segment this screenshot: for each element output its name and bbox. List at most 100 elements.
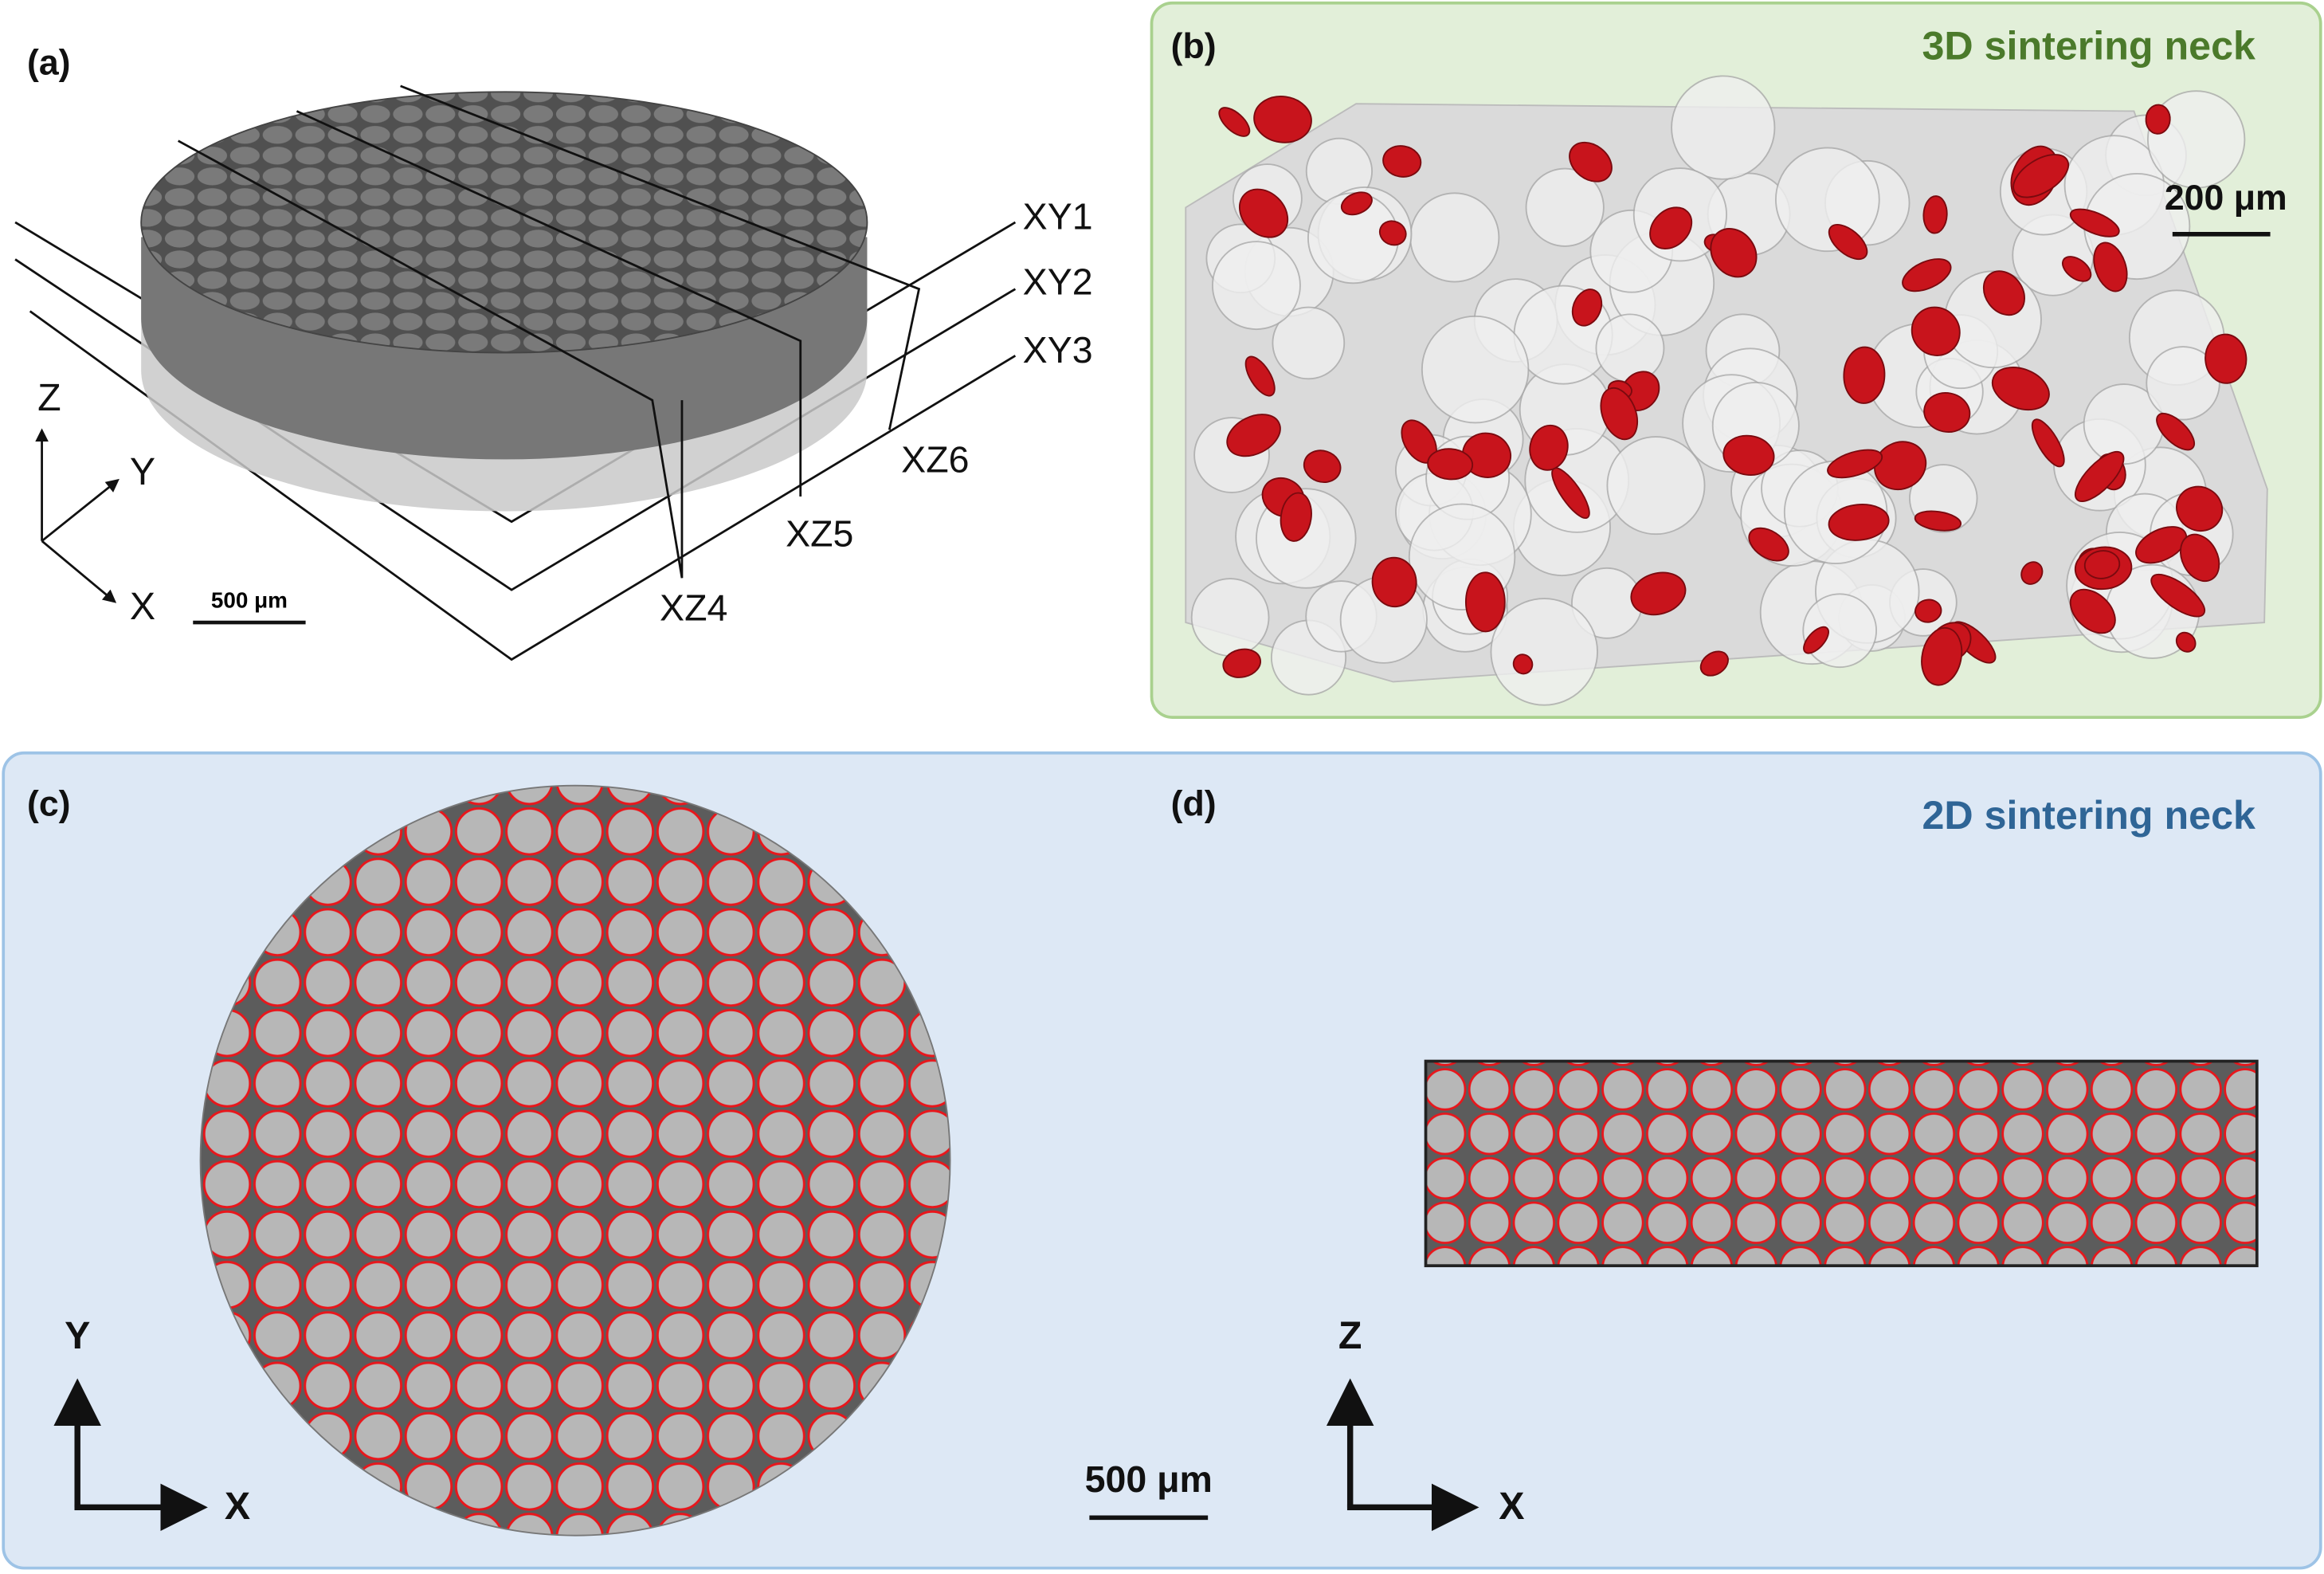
neck-blob (1529, 424, 1569, 471)
neck-blob (2069, 588, 2116, 634)
particle (1421, 315, 1530, 424)
neck-blob (1218, 107, 1251, 137)
particle (2146, 346, 2220, 421)
neck-blob (1923, 392, 1971, 433)
neck-blob (2145, 104, 2171, 135)
neck-blob (1244, 355, 1276, 397)
particle (1802, 593, 1878, 669)
neck-blobs (1190, 75, 2248, 706)
neck-blob (1238, 188, 1289, 238)
xz-slice (1424, 1059, 2259, 1268)
plane-label: XY2 (1023, 261, 1093, 302)
plane-xz5 (296, 110, 802, 497)
neck-blob (1600, 387, 1639, 441)
scale-bar-label: 500 μm (211, 587, 288, 612)
neck-blob (1630, 571, 1687, 616)
neck-blob (1427, 448, 1474, 481)
neck-blob (1461, 432, 1512, 478)
plane-xz6 (400, 84, 921, 430)
neck-blob (1827, 449, 1883, 479)
particle (1525, 167, 1605, 247)
xy-slice (200, 785, 950, 1536)
neck-blob (1922, 195, 1948, 234)
axis-label: X (1499, 1485, 1524, 1528)
neck-blob (2093, 241, 2128, 292)
neck-blob (1378, 220, 1407, 246)
plane-label: XY3 (1023, 329, 1093, 371)
neck-blob (1921, 626, 1963, 686)
neck-blob (1982, 270, 2025, 316)
neck-blob (1843, 346, 1886, 404)
particle (2146, 90, 2246, 189)
xz-planes (177, 84, 921, 579)
scale-bar-label: 500 μm (1085, 1458, 1213, 1500)
particle (1595, 313, 1665, 383)
neck-blob (2150, 574, 2206, 618)
neck-blob (2031, 418, 2065, 468)
panel-title: 3D sintering neck (1922, 24, 2255, 69)
neck-blob (2180, 533, 2220, 583)
scale-bar-label: 200 μm (2165, 179, 2287, 218)
axes-a (35, 428, 120, 603)
plane-label: XZ6 (901, 439, 969, 481)
axis-label: Y (65, 1314, 90, 1357)
axis-label: Z (1338, 1314, 1362, 1357)
panel-label: (d) (1171, 784, 1217, 823)
neck-blob (2061, 256, 2092, 282)
particle (1774, 147, 1880, 253)
neck-blob (1464, 571, 1506, 633)
axis-label: X (130, 585, 155, 628)
neck-blob (1911, 306, 1961, 356)
neck-blob (2156, 412, 2196, 451)
particle (1409, 192, 1500, 283)
neck-blob (2075, 451, 2125, 502)
neck-blob (1803, 626, 1829, 654)
neck-blob (1649, 206, 1693, 249)
neck-blob (1914, 599, 1942, 623)
neck-blob (1902, 258, 1952, 292)
particle (1606, 436, 1706, 536)
particle (1490, 598, 1598, 706)
neck-blob (1512, 654, 1534, 675)
neck-blob (1303, 449, 1342, 483)
neck-blob (1828, 223, 1868, 261)
neck-blob (2069, 208, 2120, 237)
neck-blob (2176, 485, 2224, 532)
panel-label: (a) (27, 44, 71, 83)
axis-label: Z (37, 376, 61, 419)
panel-label: (b) (1171, 27, 1217, 66)
particle (1272, 306, 1346, 380)
neck-blob (1571, 289, 1603, 327)
neck-blob (1748, 527, 1789, 562)
neck-blob (2204, 333, 2248, 384)
neck-blob (2175, 631, 2197, 653)
neck-blob (2083, 550, 2121, 579)
neck-blob (1874, 441, 1927, 491)
axis-label: X (225, 1485, 250, 1528)
particle (1190, 578, 1270, 657)
plane-label: XZ5 (786, 512, 853, 554)
neck-blob (1914, 510, 1962, 532)
neck-blob (1222, 648, 1262, 678)
neck-blob (1699, 650, 1729, 677)
neck-blob (1382, 145, 1422, 178)
slice-edge (199, 784, 951, 1537)
neck-blob (1371, 556, 1417, 608)
neck-blob (1569, 141, 1613, 183)
neck-blob (1710, 228, 1758, 278)
panel-title: 2D sintering neck (1922, 793, 2255, 838)
neck-blob (1226, 414, 1281, 457)
axis-label: Y (130, 450, 155, 493)
axes-d (1326, 1378, 1479, 1532)
axes-c (53, 1378, 208, 1532)
plane-label: XZ4 (660, 587, 727, 628)
plane-xz4 (177, 139, 684, 579)
neck-blob (1828, 504, 1890, 541)
particle (1212, 241, 1301, 331)
plane-label: XY1 (1023, 196, 1093, 237)
disc-top (140, 91, 868, 354)
neck-blob (1340, 191, 1373, 216)
particle (1671, 75, 1776, 180)
